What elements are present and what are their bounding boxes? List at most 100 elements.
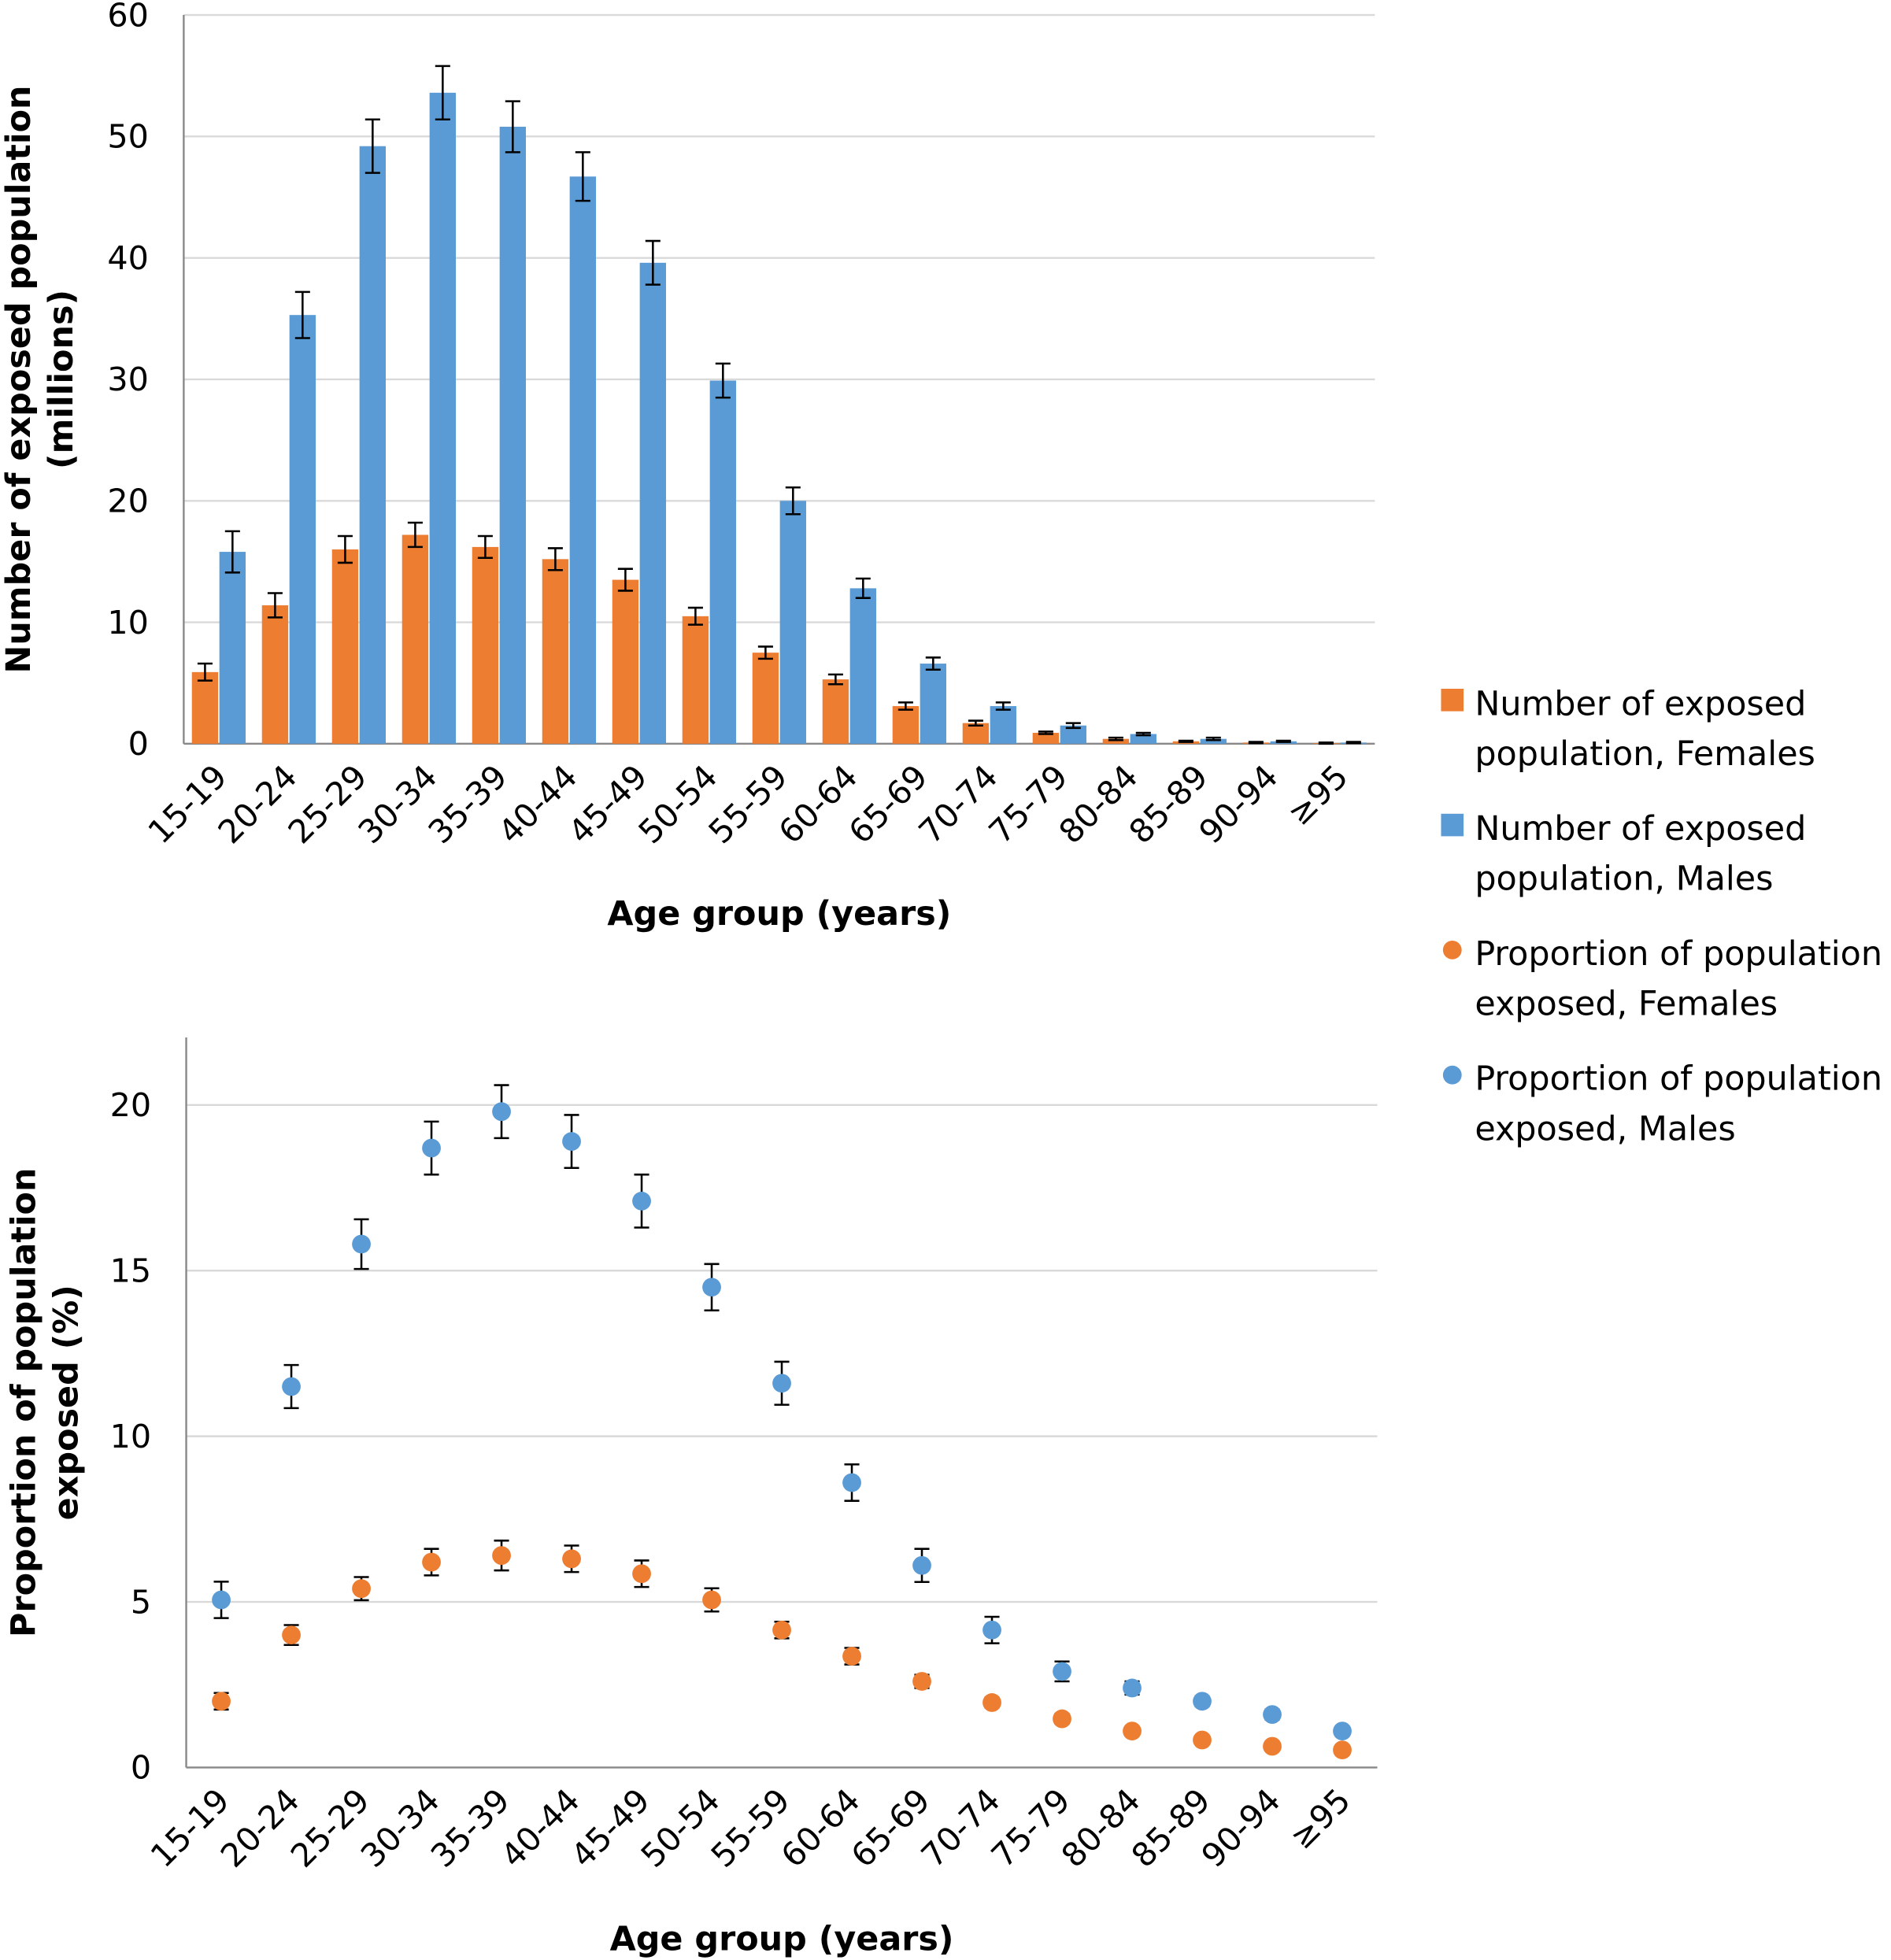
error-bar [224, 530, 240, 574]
error-bar [1135, 731, 1151, 737]
point-females [282, 1625, 301, 1645]
error-bar [1248, 741, 1264, 745]
legend-label: Proportion of population [1475, 1060, 1882, 1099]
bar-females [612, 579, 639, 744]
point-males [632, 1191, 651, 1211]
bar-males [429, 92, 456, 744]
point-females [492, 1546, 511, 1566]
x-tick-label: 25-29 [281, 757, 375, 851]
bar-males [219, 552, 246, 744]
legend-swatch-circle [1442, 940, 1462, 960]
error-bar [294, 290, 310, 339]
y-tick-label: 30 [107, 361, 149, 398]
point-males [1333, 1721, 1352, 1741]
error-bar [407, 521, 423, 549]
bar-females [1102, 738, 1130, 744]
x-tick-label: 50-54 [634, 1781, 727, 1875]
error-bar [1345, 741, 1361, 745]
x-tick-label: 75-79 [984, 1781, 1078, 1875]
x-tick-label: 70-74 [914, 1781, 1008, 1875]
error-bar [645, 239, 661, 286]
y-axis-title: exposed (%) [46, 1285, 86, 1520]
bar-males [639, 262, 666, 744]
x-tick-label: 90-94 [1194, 1781, 1288, 1875]
y-tick-label: 15 [110, 1252, 152, 1289]
x-tick-label: 55-59 [704, 1781, 797, 1875]
x-axis-title: Age group (years) [607, 894, 951, 934]
y-tick-label: 0 [131, 1749, 151, 1787]
point-females [1193, 1730, 1212, 1750]
bar-females [822, 679, 849, 744]
point-females [212, 1692, 231, 1711]
error-bar [925, 656, 941, 671]
point-males [772, 1374, 791, 1393]
point-males [1123, 1678, 1142, 1698]
error-bar [435, 65, 450, 121]
point-males [422, 1138, 441, 1158]
point-males [702, 1278, 721, 1297]
point-females [842, 1647, 861, 1666]
x-tick-label: 30-34 [351, 757, 445, 851]
error-bar [995, 701, 1011, 711]
bar-males [709, 380, 736, 744]
error-bar [547, 547, 563, 571]
point-males [562, 1132, 581, 1152]
legend-swatch-circle [1442, 1065, 1462, 1085]
error-bar [855, 577, 871, 599]
bar-males [289, 315, 316, 744]
bar-females [472, 546, 499, 744]
legend-label: population, Females [1475, 734, 1815, 774]
x-tick-label: 85-89 [1124, 1781, 1218, 1875]
bar-females [542, 559, 569, 744]
x-tick-label: 65-69 [844, 1781, 938, 1875]
point-males [842, 1473, 861, 1492]
error-bar [1065, 722, 1081, 730]
point-females [1263, 1736, 1282, 1756]
point-females [422, 1552, 441, 1572]
bar-females [191, 671, 219, 744]
point-males [1193, 1692, 1212, 1711]
y-tick-label: 50 [107, 118, 149, 156]
bar-chart-exposed-number: 0 10 20 30 40 50 60 15-1920-2425-2930-3435-3940… [0, 0, 1375, 934]
x-tick-label: 15-19 [141, 757, 235, 851]
bar-males [990, 706, 1016, 744]
x-tick-label: 85-89 [1122, 757, 1216, 851]
error-bar [968, 719, 983, 727]
bar-males [1130, 734, 1156, 744]
error-bar [617, 568, 633, 592]
point-females [1333, 1740, 1352, 1760]
legend-item: Number of exposed population, Females [1441, 684, 1815, 774]
legend-label: exposed, Females [1475, 984, 1778, 1023]
error-bar [1178, 739, 1193, 743]
y-axis-title: Number of exposed population [0, 85, 39, 673]
bar-females [402, 534, 429, 744]
x-axis-title: Age group (years) [610, 1919, 954, 1958]
error-bar [897, 701, 913, 711]
error-bar [1318, 741, 1334, 745]
bar-males [1200, 738, 1227, 744]
x-tick-label: 80-84 [1052, 757, 1145, 851]
x-tick-label: 60-64 [772, 757, 865, 851]
error-bar [1108, 736, 1123, 741]
scatter-chart-exposed-proportion: 0 5 10 15 20 15-1920-2425-2930-3435-3940-4445… [4, 1037, 1378, 1958]
legend-label: exposed, Males [1475, 1109, 1735, 1148]
y-axis-title: Proportion of population [4, 1168, 43, 1637]
error-bar [827, 673, 843, 686]
error-bar [365, 118, 380, 174]
x-tick-label: 35-39 [424, 1781, 517, 1875]
point-males [492, 1102, 511, 1122]
point-females [562, 1549, 581, 1569]
y-tick-label: 0 [128, 725, 149, 763]
error-bar [267, 592, 283, 619]
point-females [702, 1590, 721, 1610]
legend-label: Proportion of population [1475, 934, 1882, 974]
error-bar [1275, 739, 1291, 743]
x-tick-label: ≥95 [1280, 757, 1356, 833]
x-tick-label: ≥95 [1282, 1781, 1358, 1857]
y-axis-title: (millions) [42, 290, 81, 469]
x-tick-label: 40-44 [494, 1781, 587, 1875]
y-tick-label: 10 [107, 604, 149, 642]
bar-females [261, 605, 289, 744]
point-males [212, 1590, 231, 1610]
bar-males [920, 664, 946, 744]
